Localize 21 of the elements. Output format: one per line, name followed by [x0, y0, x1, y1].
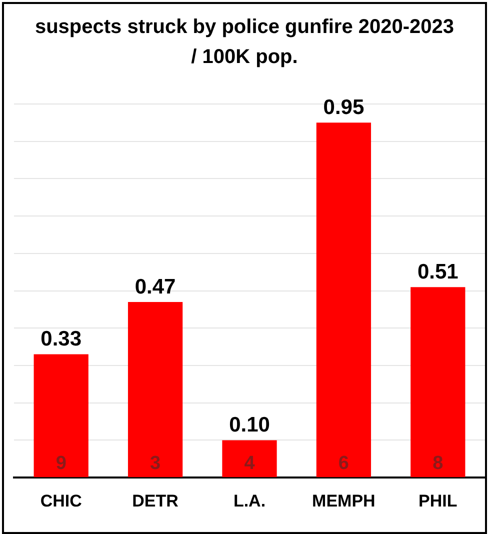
x-tick-label: PHIL [418, 491, 458, 510]
annotation: 8 [432, 452, 444, 474]
x-tick-label: L.A. [233, 491, 266, 510]
bar [222, 440, 277, 478]
x-tick-label: CHIC [40, 491, 82, 510]
x-tick-label: DETR [132, 491, 178, 510]
annotation: 6 [338, 452, 349, 474]
bar [34, 354, 88, 478]
data-label: 0.47 [134, 275, 176, 298]
annotation: 9 [56, 452, 66, 474]
x-tick-label: MEMPH [312, 491, 376, 510]
annotation: 3 [150, 452, 161, 474]
bar [128, 302, 183, 478]
data-label: 0.51 [417, 260, 459, 284]
data-label: 0.10 [229, 414, 270, 437]
annotation: 4 [244, 452, 256, 474]
data-label: 0.33 [40, 328, 82, 351]
chart-title: suspects struck by police gunfire 2020-2023 / 100K pop. [34, 15, 456, 70]
data-label: 0.95 [323, 96, 364, 119]
bar [316, 122, 372, 478]
bar [410, 287, 466, 478]
